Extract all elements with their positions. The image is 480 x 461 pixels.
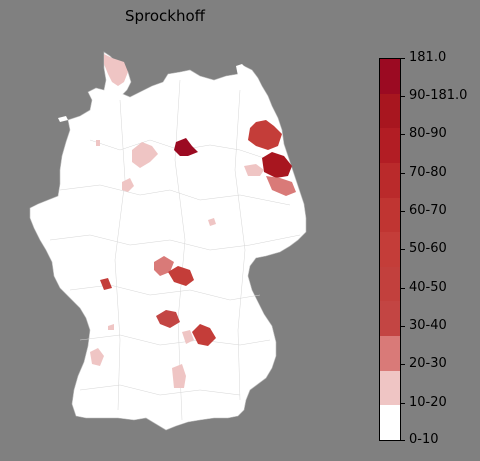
district-hamburg-dot	[96, 140, 100, 146]
district-bavaria-red-1	[156, 310, 180, 328]
district-saxony-pink	[244, 164, 264, 176]
legend-swatch	[380, 59, 400, 94]
legend-swatch	[380, 336, 400, 371]
legend-label: 20-30	[409, 356, 447, 371]
district-magdeburg-dark	[174, 138, 198, 156]
legend-swatch	[380, 266, 400, 302]
legend-swatch	[380, 370, 400, 406]
district-brandenburg-east	[262, 152, 292, 178]
district-bavaria-pink	[182, 330, 194, 344]
legend-label: 90-181.0	[409, 88, 468, 103]
district-baden-pink	[90, 348, 104, 366]
district-rhineland-red	[100, 278, 112, 290]
legend-label: 181.0	[409, 50, 447, 65]
legend-swatch	[380, 301, 400, 337]
legend-label: 60-70	[409, 203, 447, 218]
district-thuringia-dot	[208, 218, 216, 226]
germany-choropleth-map	[29, 51, 307, 431]
district-bavaria-red-2	[192, 324, 216, 346]
legend-swatch	[380, 232, 400, 267]
legend-label: 10-20	[409, 395, 447, 410]
legend-label: 80-90	[409, 126, 447, 141]
legend-swatch	[380, 93, 400, 129]
germany-outline	[29, 51, 307, 431]
legend-label: 50-60	[409, 241, 447, 256]
legend-colorbar	[379, 58, 401, 441]
legend-label: 70-80	[409, 165, 447, 180]
legend-swatch	[380, 405, 400, 441]
legend-swatch	[380, 162, 400, 198]
district-berlin-area-east	[248, 120, 282, 150]
legend-ticks: 181.0 90-181.0 80-90 70-80 60-70 50-60 4…	[401, 50, 480, 447]
legend-label: 40-50	[409, 280, 447, 295]
district-hesse-pink	[154, 256, 174, 276]
island	[236, 64, 252, 80]
island	[58, 116, 68, 122]
district-bavaria-south-pink	[172, 364, 186, 388]
legend-swatch	[380, 197, 400, 233]
legend-label: 30-40	[409, 318, 447, 333]
legend-label: 0-10	[409, 432, 439, 447]
district-bremen-area	[132, 142, 158, 168]
district-brandenburg-south	[266, 176, 296, 196]
district-north-schleswig	[104, 54, 128, 86]
legend-swatch	[380, 128, 400, 163]
map-title: Sprockhoff	[124, 7, 205, 25]
district-hesse-red	[168, 266, 194, 286]
district-nrw-small	[122, 178, 134, 192]
district-saar-dot	[108, 324, 114, 330]
